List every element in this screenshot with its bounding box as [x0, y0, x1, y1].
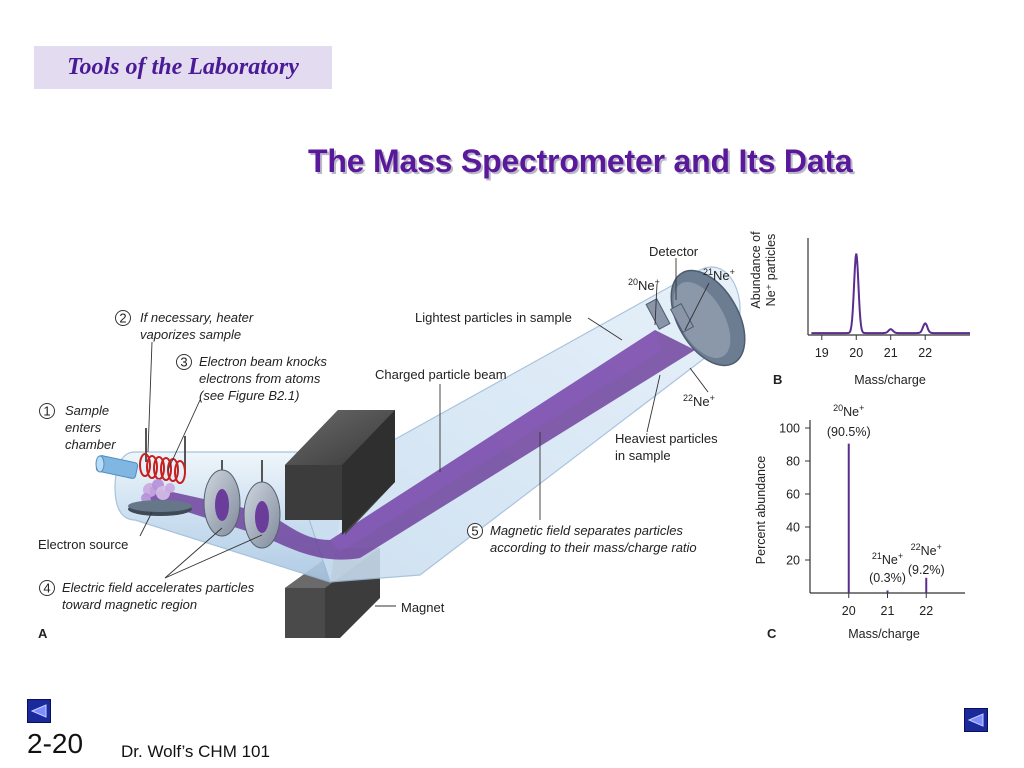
electron-source-label: Electron source	[38, 537, 128, 552]
step-1-line-2: enters	[65, 420, 102, 435]
chart-c-bar-isotope-label: 20Ne+	[833, 403, 864, 419]
slide-number: 2-20	[27, 728, 84, 759]
chart-c-x-tick-label: 22	[919, 604, 933, 618]
isotope-20-label: 20Ne+	[628, 277, 660, 293]
magnet-upper	[285, 410, 395, 535]
chart-c-bar-percent-label: (90.5%)	[827, 425, 871, 439]
chart-c-bar-percent-label: (0.3%)	[869, 571, 906, 585]
section-header: Tools of the Laboratory	[34, 46, 332, 89]
particle-beam	[150, 330, 695, 560]
arrow-left-icon	[30, 704, 47, 718]
chart-c-ylabel: Percent abundance	[754, 456, 768, 564]
leader-lines	[139, 258, 710, 607]
step-3-line-2: electrons from atoms	[199, 371, 321, 386]
chart-b-series-line	[811, 253, 970, 335]
detector-label: Detector	[649, 244, 699, 259]
step-1-line-3: chamber	[65, 437, 116, 452]
charged-beam-label: Charged particle beam	[375, 367, 507, 382]
chart-b-x-tick-label: 21	[884, 346, 898, 360]
chart-c-bar-isotope-label: 22Ne+	[911, 542, 942, 558]
isotope-22-label: 22Ne+	[683, 393, 715, 409]
arrow-left-icon	[967, 713, 984, 727]
chart-b-x-tick-label: 22	[918, 346, 932, 360]
lightest-particles-label: Lightest particles in sample	[415, 310, 572, 325]
chart-c-y-tick-label: 80	[786, 455, 800, 469]
chart-c-bar-isotope-label: 21Ne+	[872, 551, 903, 567]
chart-b-x-tick-label: 19	[815, 346, 829, 360]
electron-source	[128, 500, 192, 516]
step-5-num: 5	[471, 524, 478, 539]
chart-c-xlabel: Mass/charge	[848, 627, 920, 641]
chart-c-x-tick-label: 20	[842, 604, 856, 618]
magnet-label: Magnet	[401, 600, 445, 615]
step-5-line-2: according to their mass/charge ratio	[490, 540, 697, 555]
step-markers: 1 2 3 4 5	[39, 310, 483, 596]
panel-c-label: C	[767, 626, 777, 641]
slide-title: The Mass Spectrometer and Its Data	[308, 143, 853, 179]
step-texts: Sample enters chamber If necessary, heat…	[62, 310, 697, 612]
chart-c-bar-percent-label: (9.2%)	[908, 563, 945, 577]
chart-b-axes	[807, 238, 970, 336]
step-3-line-3: (see Figure B2.1)	[199, 388, 299, 403]
step-1-line-1: Sample	[65, 403, 109, 418]
chart-c-y-tick-label: 60	[786, 488, 800, 502]
chart-c-y-tick-label: 40	[786, 521, 800, 535]
next-slide-button[interactable]	[964, 708, 988, 732]
footer-course: Dr. Wolf’s CHM 101	[121, 742, 270, 761]
chart-b-ylabel-2: Ne⁺ particles	[764, 234, 778, 307]
chart-b-ticks: 19 20 21 22	[815, 335, 932, 360]
isotope-21-label: 21Ne+	[703, 267, 735, 283]
step-4-line-1: Electric field accelerates particles	[62, 580, 255, 595]
sample-inlet	[95, 455, 139, 479]
heaviest-particles-line-2: in sample	[615, 448, 671, 463]
chart-b-xlabel: Mass/charge	[854, 373, 926, 387]
step-4-line-2: toward magnetic region	[62, 597, 197, 612]
step-5-line-1: Magnetic field separates particles	[490, 523, 683, 538]
accelerator-rings	[203, 460, 281, 549]
section-header-text: Tools of the Laboratory	[67, 54, 299, 80]
chart-c-y-tick-label: 20	[786, 554, 800, 568]
heaviest-particles-line-1: Heaviest particles	[615, 431, 718, 446]
chart-b-x-tick-label: 20	[849, 346, 863, 360]
chart-c-ticks: 20 40 60 80 100 20 21 22	[779, 422, 933, 619]
step-2-num: 2	[119, 311, 126, 326]
step-3-line-1: Electron beam knocks	[199, 354, 327, 369]
step-2-line-1: If necessary, heater	[140, 310, 254, 325]
chart-c-bars	[847, 443, 928, 593]
step-1-num: 1	[43, 404, 50, 419]
step-4-num: 4	[43, 581, 50, 596]
step-3-num: 3	[180, 355, 187, 370]
panel-b-label: B	[773, 372, 782, 387]
chart-b-ylabel-1: Abundance of	[749, 231, 763, 309]
step-2-line-2: vaporizes sample	[140, 327, 241, 342]
chart-c-x-tick-label: 21	[881, 604, 895, 618]
chart-c-y-tick-label: 100	[779, 422, 800, 436]
previous-slide-button[interactable]	[27, 699, 51, 723]
chart-c-data-labels: 20Ne+ (90.5%) 21Ne+ (0.3%) 22Ne+ (9.2%)	[827, 403, 945, 585]
panel-a-label: A	[38, 626, 48, 641]
